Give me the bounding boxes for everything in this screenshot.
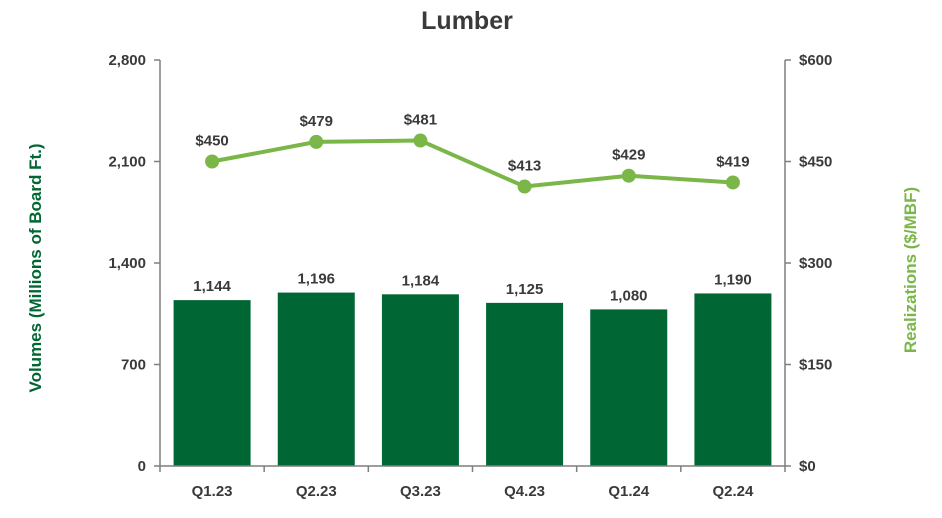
y-right-tick-label: $0 [799,458,816,475]
bar-q1-24 [590,309,668,466]
line-point-q2-24 [725,175,740,190]
y-right-tick-label: $600 [799,52,832,69]
y-right-tick-label: $150 [799,357,832,374]
bar-value-label: 1,080 [610,287,648,304]
y-left-tick-label: 700 [121,357,146,374]
bar-q2-23 [277,292,355,466]
line-series: $450 $479 $481 $413 $429 $419 [195,112,750,194]
y-axis-left-label: Volumes (Millions of Board Ft.) [26,143,45,392]
realizations-line [211,138,734,189]
x-tick-label: Q1.23 [192,483,233,500]
line-point-q3-23 [413,133,428,148]
line-value-label: $413 [508,158,541,175]
bar-value-label: 1,190 [714,271,752,288]
bar-series: 1,144 1,196 1,184 1,125 1,080 1,190 [173,271,772,466]
bar-value-label: 1,125 [506,281,544,298]
x-tick-label: Q2.24 [712,483,754,500]
line-value-label: $450 [195,133,228,150]
line-value-label: $429 [612,147,645,164]
y-right-tick-label: $450 [799,154,832,171]
line-point-q1-24 [621,168,636,183]
line-point-q1-23 [205,154,220,169]
line-value-label: $479 [300,113,333,130]
y-left-tick-label: 2,800 [108,52,146,69]
bar-q1-23 [173,300,251,466]
axes [159,60,786,467]
bar-q2-24 [694,293,772,466]
y-left-tick-label: 1,400 [108,255,146,272]
line-value-label: $419 [716,153,749,170]
y-left-tick-label: 2,100 [108,154,146,171]
bar-value-label: 1,144 [193,278,231,295]
y-left-tick-label: 0 [138,458,146,475]
tick-labels: 0 700 1,400 2,100 2,800 $0 $150 $300 $450 $600 Q1.… [108,52,832,500]
bar-value-label: 1,184 [402,272,440,289]
y-axis-right-label: Realizations ($/MBF) [901,187,920,353]
x-tick-label: Q2.23 [296,483,337,500]
bar-value-label: 1,196 [297,271,335,288]
line-point-q4-23 [517,179,532,194]
bar-q3-23 [381,294,459,466]
bar-q4-23 [486,302,564,466]
line-value-label: $481 [404,112,437,129]
x-tick-label: Q3.23 [400,483,441,500]
y-right-tick-label: $300 [799,255,832,272]
chart-title: Lumber [421,7,513,35]
x-tick-label: Q1.24 [608,483,650,500]
line-point-q2-23 [309,134,324,149]
x-tick-label: Q4.23 [504,483,545,500]
